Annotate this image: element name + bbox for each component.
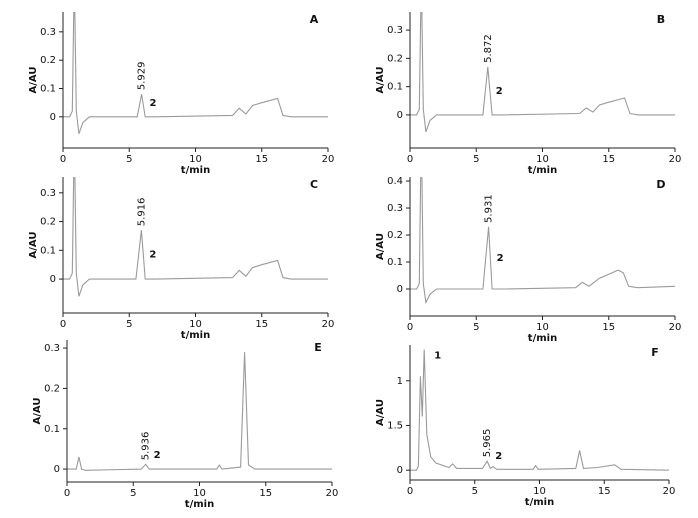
plot [410, 12, 675, 133]
y-tick-label: 0.3 [40, 27, 56, 38]
trace [63, 177, 328, 297]
y-tick-label: 0 [397, 284, 403, 295]
x-tick-label: 20 [669, 154, 682, 165]
x-tick-label: 5 [472, 486, 478, 497]
x-tick-label: 15 [602, 322, 615, 333]
x-tick-label: 20 [669, 322, 682, 333]
y-tick-label: 1.5 [387, 420, 403, 431]
peak-time-label: 5.929 [137, 62, 148, 91]
y-axis-label: A/AU [375, 67, 386, 94]
x-tick-label: 20 [322, 319, 335, 330]
x-tick-label: 0 [407, 486, 413, 497]
y-tick-label: 0.1 [387, 82, 403, 93]
x-tick-label: 10 [536, 322, 549, 333]
x-axis-label: t/min [181, 330, 210, 341]
x-tick-label: 5 [126, 319, 132, 330]
y-tick-label: 0.3 [44, 343, 60, 354]
x-tick-label: 20 [663, 486, 676, 497]
peak-number: 2 [496, 86, 503, 97]
peak-time-label: 5.916 [136, 198, 147, 227]
y-tick-label: 0 [397, 110, 403, 121]
x-tick-label: 10 [533, 486, 546, 497]
peak-number: 2 [495, 451, 502, 462]
y-tick-label: 0.2 [44, 383, 60, 394]
y-tick-label: 0 [397, 465, 403, 476]
peak-number: 2 [154, 450, 161, 461]
x-tick-label: 0 [60, 154, 66, 165]
x-tick-label: 10 [189, 154, 202, 165]
x-tick-label: 10 [193, 488, 206, 499]
x-tick-label: 5 [473, 154, 479, 165]
panel-title: F [651, 346, 659, 359]
panel-title: A [310, 13, 319, 26]
x-axis-label: t/min [528, 165, 557, 176]
plot [63, 177, 328, 297]
x-tick-label: 10 [536, 154, 549, 165]
y-tick-label: 1 [397, 376, 403, 387]
y-tick-label: 0.2 [40, 217, 56, 228]
y-axis-label: A/AU [32, 398, 43, 425]
y-tick-label: 0.2 [387, 53, 403, 64]
x-tick-label: 15 [259, 488, 272, 499]
y-axis-label: A/AU [28, 232, 39, 259]
trace [67, 352, 332, 471]
panel-title: C [310, 178, 318, 191]
y-tick-label: 0.4 [387, 176, 403, 187]
trace [410, 349, 669, 471]
trace [63, 12, 328, 134]
peak-number: 1 [434, 350, 441, 361]
y-axis-label: A/AU [375, 233, 386, 260]
x-tick-label: 20 [326, 488, 339, 499]
x-tick-label: 5 [126, 154, 132, 165]
x-tick-label: 5 [473, 322, 479, 333]
x-tick-label: 0 [64, 488, 70, 499]
y-tick-label: 0.1 [44, 424, 60, 435]
plot [410, 349, 669, 471]
y-tick-label: 0.1 [40, 84, 56, 95]
x-tick-label: 15 [255, 319, 268, 330]
panel-title: B [657, 13, 665, 26]
trace [410, 177, 675, 305]
y-tick-label: 0.1 [387, 257, 403, 268]
x-tick-label: 0 [407, 322, 413, 333]
peak-time-label: 5.936 [141, 432, 152, 461]
peak-time-label: 5.872 [483, 34, 494, 63]
y-tick-label: 0.3 [40, 188, 56, 199]
x-tick-label: 10 [189, 319, 202, 330]
peak-time-label: 5.931 [484, 194, 495, 223]
trace [410, 12, 675, 133]
x-tick-label: 15 [255, 154, 268, 165]
plot [410, 177, 675, 305]
x-axis-label: t/min [528, 333, 557, 344]
y-tick-label: 0 [50, 112, 56, 123]
x-tick-label: 0 [407, 154, 413, 165]
x-tick-label: 15 [598, 486, 611, 497]
plot [67, 352, 332, 471]
peak-number: 2 [149, 250, 156, 261]
y-tick-label: 0.2 [40, 55, 56, 66]
peak-number: 2 [150, 98, 157, 109]
x-axis-label: t/min [185, 499, 214, 510]
x-tick-label: 20 [322, 154, 335, 165]
y-tick-label: 0 [50, 274, 56, 285]
y-tick-label: 0.3 [387, 203, 403, 214]
x-tick-label: 5 [130, 488, 136, 499]
plot [63, 12, 328, 134]
peak-number: 2 [497, 253, 504, 264]
panel-title: D [656, 178, 665, 191]
y-axis-label: A/AU [28, 67, 39, 94]
panel-title: E [314, 341, 322, 354]
y-tick-label: 0.3 [387, 25, 403, 36]
x-axis-label: t/min [181, 165, 210, 176]
x-tick-label: 15 [602, 154, 615, 165]
x-axis-label: t/min [525, 497, 554, 508]
x-tick-label: 0 [60, 319, 66, 330]
y-tick-label: 0.1 [40, 245, 56, 256]
y-tick-label: 0.2 [387, 230, 403, 241]
peak-time-label: 5.965 [482, 429, 493, 458]
y-axis-label: A/AU [375, 399, 386, 426]
y-tick-label: 0 [54, 464, 60, 475]
